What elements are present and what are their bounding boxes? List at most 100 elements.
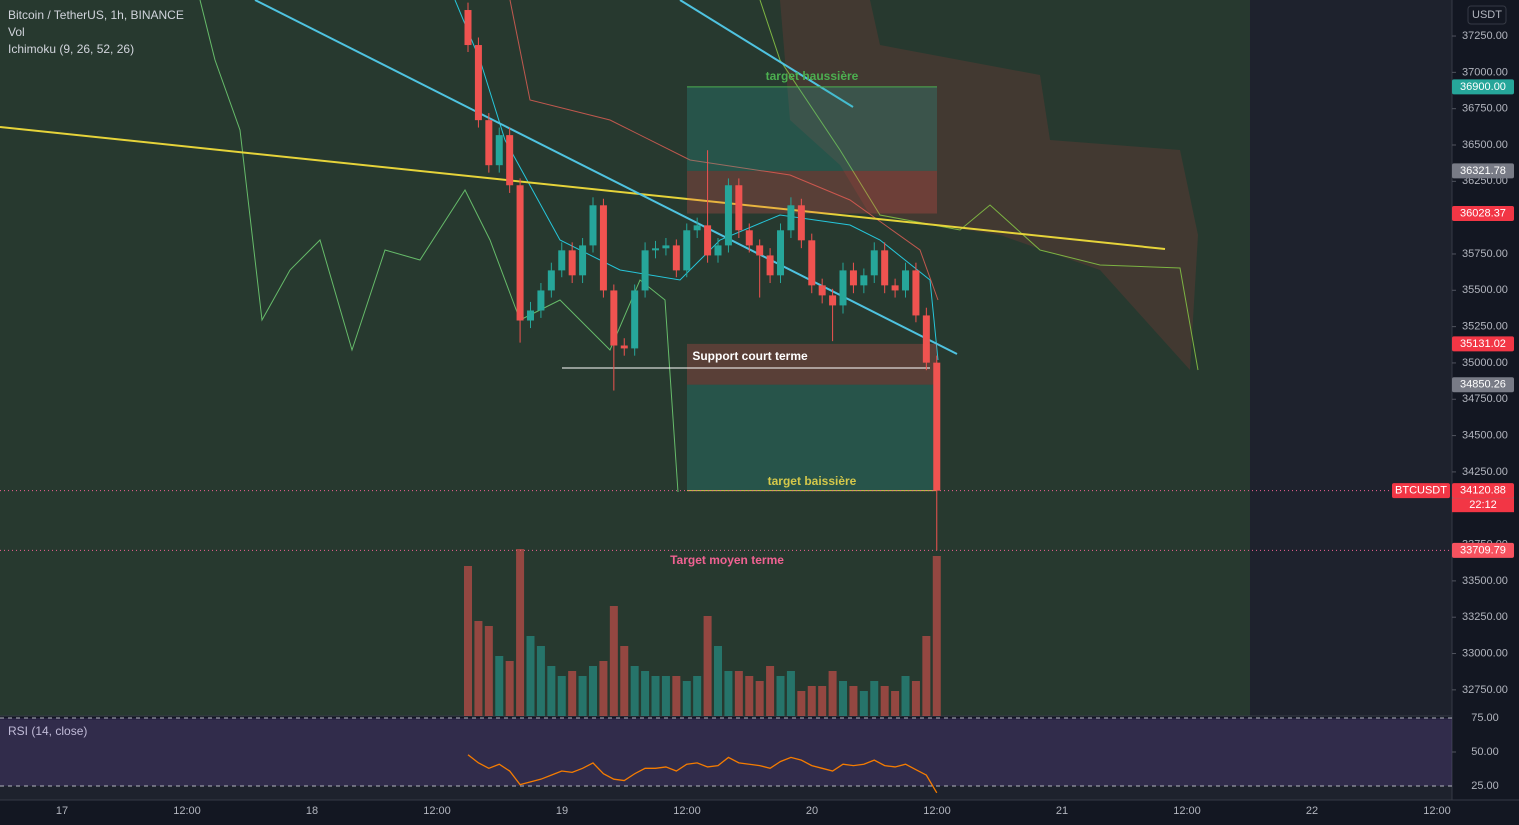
ichimoku-lagging bbox=[199, 0, 679, 493]
candle-body bbox=[912, 270, 920, 316]
rsi-tick-label: 75.00 bbox=[1471, 712, 1499, 724]
ichimoku-base bbox=[509, 0, 939, 301]
volume-bar bbox=[766, 666, 775, 716]
price-badge bbox=[1452, 336, 1514, 352]
volume-bar bbox=[568, 671, 577, 716]
x-tick-label: 12:00 bbox=[673, 805, 701, 817]
annotation: Target moyen terme bbox=[670, 553, 784, 567]
y-tick-label: 35500.00 bbox=[1462, 284, 1508, 296]
price-badge-label: 33709.79 bbox=[1460, 544, 1506, 556]
trend-line bbox=[0, 126, 1166, 250]
price-badge-label: 34850.26 bbox=[1460, 379, 1506, 391]
candle-body bbox=[537, 290, 545, 311]
candle-body bbox=[516, 185, 524, 321]
volume-bar bbox=[557, 676, 566, 716]
indicator-label: Ichimoku (9, 26, 52, 26) bbox=[8, 42, 134, 56]
volume-bar bbox=[547, 666, 556, 716]
volume-bar bbox=[484, 626, 493, 716]
candle-body bbox=[641, 250, 649, 291]
x-tick-label: 18 bbox=[306, 805, 318, 817]
volume-bar bbox=[589, 666, 598, 716]
y-tick-label: 37000.00 bbox=[1462, 66, 1508, 78]
candle-body bbox=[808, 240, 816, 286]
candle-body bbox=[704, 225, 712, 256]
volume-bar bbox=[495, 656, 504, 716]
volume-bar bbox=[922, 636, 931, 716]
rsi-tick-label: 50.00 bbox=[1471, 746, 1499, 758]
x-tick-label: 19 bbox=[556, 805, 568, 817]
candle-body bbox=[683, 230, 691, 271]
volume-bar bbox=[630, 666, 639, 716]
candle-body bbox=[672, 245, 680, 271]
volume-bar bbox=[714, 646, 723, 716]
candle-body bbox=[714, 245, 722, 256]
x-tick-label: 17 bbox=[56, 805, 68, 817]
volume-bar bbox=[578, 676, 587, 716]
volume-bar bbox=[734, 671, 743, 716]
y-tick-label: 34250.00 bbox=[1462, 466, 1508, 478]
symbol-tag: BTCUSDT bbox=[1395, 485, 1447, 497]
price-badge bbox=[1452, 79, 1514, 95]
candle-body bbox=[568, 250, 576, 276]
candle-body bbox=[797, 205, 805, 241]
countdown-badge bbox=[1452, 498, 1514, 513]
volume-bar bbox=[755, 681, 764, 716]
candle-body bbox=[735, 185, 743, 231]
price-badge bbox=[1452, 483, 1514, 499]
candle-body bbox=[599, 205, 607, 291]
volume-bar bbox=[516, 549, 525, 716]
countdown: 22:12 bbox=[1469, 499, 1497, 511]
candle-body bbox=[474, 45, 482, 121]
stop-zone bbox=[687, 170, 937, 214]
volume-bar bbox=[849, 686, 858, 716]
volume-bar bbox=[724, 671, 733, 716]
symbol-badge bbox=[1392, 483, 1450, 499]
candle-body bbox=[547, 270, 555, 291]
volume-bar bbox=[839, 681, 848, 716]
y-tick-label: 33000.00 bbox=[1462, 647, 1508, 659]
y-tick-label: 34750.00 bbox=[1462, 393, 1508, 405]
candle-body bbox=[902, 270, 910, 291]
x-tick-label: 20 bbox=[806, 805, 818, 817]
volume-bar bbox=[526, 636, 535, 716]
candle-body bbox=[693, 225, 701, 231]
y-tick-label: 36500.00 bbox=[1462, 139, 1508, 151]
candle-body bbox=[724, 185, 732, 246]
candle-body bbox=[839, 270, 847, 306]
candle-body bbox=[766, 255, 774, 276]
candle-body bbox=[495, 135, 503, 166]
target-zone bbox=[687, 384, 937, 491]
rsi-line bbox=[467, 754, 938, 794]
y-tick-label: 35250.00 bbox=[1462, 321, 1508, 333]
volume-bar bbox=[807, 686, 816, 716]
volume-bar bbox=[703, 616, 712, 716]
volume-bar bbox=[911, 681, 920, 716]
candle-body bbox=[891, 285, 899, 291]
y-tick-label: 35000.00 bbox=[1462, 357, 1508, 369]
currency-badge[interactable] bbox=[1467, 5, 1507, 25]
price-badge-label: 36900.00 bbox=[1460, 81, 1506, 93]
y-tick-label: 33500.00 bbox=[1462, 575, 1508, 587]
volume-bar bbox=[474, 621, 483, 716]
candle-body bbox=[485, 120, 493, 166]
volume-bar bbox=[620, 646, 629, 716]
volume-bar bbox=[828, 671, 837, 716]
candle-body bbox=[860, 275, 868, 286]
price-badge bbox=[1452, 163, 1514, 179]
volume-bar bbox=[891, 691, 900, 716]
volume-bar bbox=[599, 661, 608, 716]
x-tick-label: 12:00 bbox=[423, 805, 451, 817]
candle-body bbox=[558, 250, 566, 271]
volume-bar bbox=[464, 566, 472, 716]
x-tick-label: 22 bbox=[1306, 805, 1318, 817]
volume-bar bbox=[786, 671, 795, 716]
x-tick-label: 12:00 bbox=[1423, 805, 1451, 817]
volume-bar bbox=[693, 676, 702, 716]
y-tick-label: 34500.00 bbox=[1462, 429, 1508, 441]
candle-body bbox=[787, 205, 795, 231]
price-badge bbox=[1452, 206, 1514, 222]
rsi-label: RSI (14, close) bbox=[8, 724, 87, 738]
price-badge-label: 34120.88 bbox=[1460, 485, 1506, 497]
volume-bar bbox=[682, 681, 691, 716]
